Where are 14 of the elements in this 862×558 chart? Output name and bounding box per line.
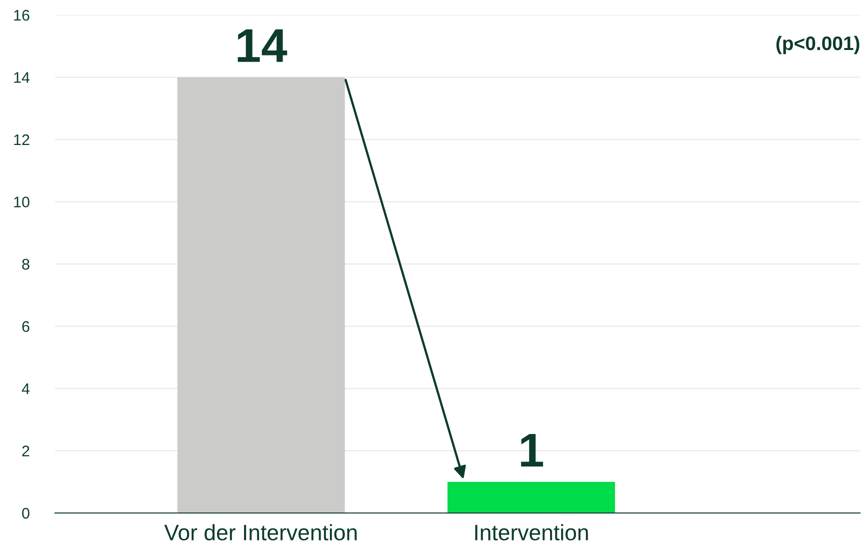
y-tick-label: 8 bbox=[22, 258, 30, 270]
y-tick-label: 12 bbox=[14, 134, 30, 146]
y-tick-label: 10 bbox=[14, 196, 30, 208]
y-tick-label: 0 bbox=[22, 508, 30, 519]
x-tick-label: Intervention bbox=[475, 524, 588, 540]
x-tick-label: Vor der Intervention bbox=[164, 524, 357, 540]
data-label: 1 bbox=[521, 434, 544, 467]
data-label: 14 bbox=[238, 29, 288, 62]
y-tick-label: 2 bbox=[22, 446, 30, 456]
y-tick-label: 6 bbox=[22, 321, 30, 332]
y-tick-label: 4 bbox=[22, 384, 30, 394]
annotation: (p<0.001) bbox=[776, 36, 860, 54]
y-tick-label: 14 bbox=[14, 72, 30, 83]
y-tick-label: 16 bbox=[14, 10, 30, 21]
